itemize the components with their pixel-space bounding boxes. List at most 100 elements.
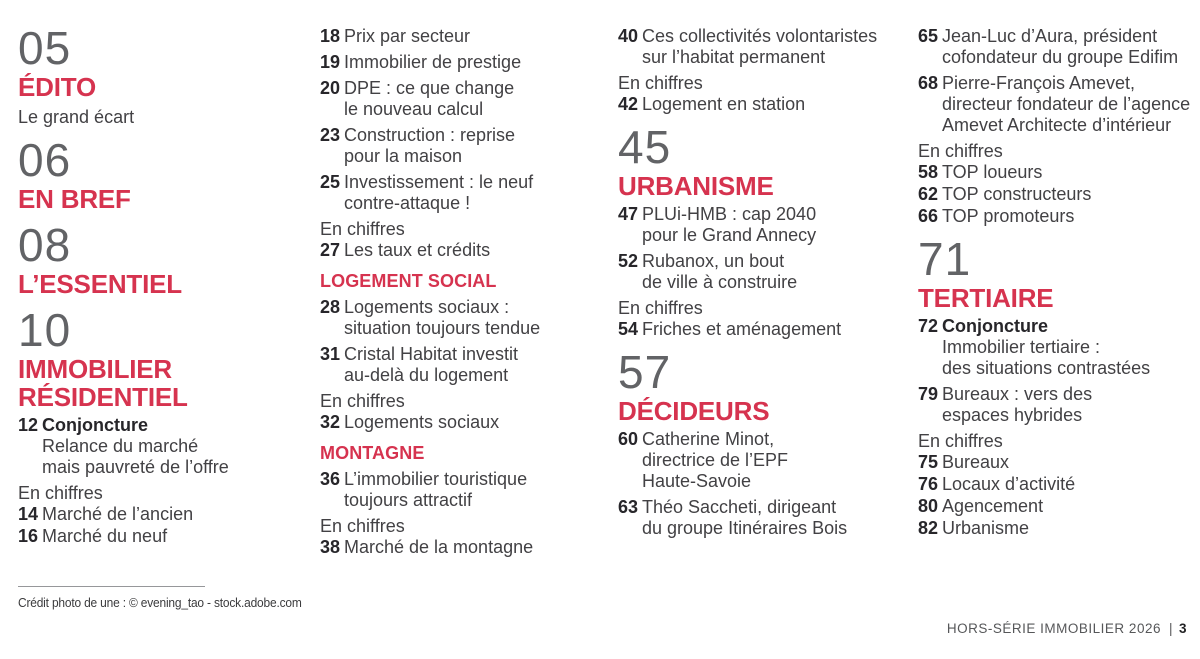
section-title: IMMOBILIER RÉSIDENTIEL [18,354,188,412]
entry-text: Bureaux [942,452,1010,472]
entry-text: Logements sociaux : [344,297,510,317]
section-tertiaire: 71 TERTIAIRE [918,236,1190,313]
entry-text: Locaux d’activité [942,474,1076,494]
entry-page-number: 52 [618,251,639,271]
entry-line-continued: Relance du marché [42,436,199,456]
toc-column-3: 40 Ces collectivités volontaristes sur l’… [618,26,918,559]
entry-page-number: 14 [18,504,39,524]
entry-text: TOP promoteurs [942,206,1075,226]
section-title: DÉCIDEURS [618,396,770,426]
entry-page-number: 62 [918,184,939,204]
entry-line: 20 DPE : ce que change [320,78,618,99]
entry-line: 54 Friches et aménagement [618,319,918,340]
entry-line: 25 Investissement : le neuf [320,172,618,193]
entry-line: 40 Ces collectivités volontaristes [618,26,918,47]
toc-entry: 20 DPE : ce que change le nouveau calcul [320,78,618,120]
entry-text: Agencement [942,496,1044,516]
entry-line-continued: toujours attractif [344,490,473,510]
toc-entry: 72 Conjoncture Immobilier tertiaire : des… [918,316,1190,379]
entry-line: 68 Pierre-François Amevet, [918,73,1190,94]
toc-entry: 36 L’immobilier touristique toujours attr… [320,469,618,511]
section-urbanisme: 45 URBANISME [618,121,918,200]
toc-entry: 60 Catherine Minot, directrice de l’EPF H… [618,429,918,492]
entry-page-number: 31 [320,344,341,364]
entry-page-number: 72 [918,316,939,336]
entry-line-continued: directeur fondateur de l’agence [942,94,1191,114]
section-title: L’ESSENTIEL [18,269,182,299]
entry-page-number: 66 [918,206,939,226]
toc-entry: 40 Ces collectivités volontaristes sur l’… [618,26,918,68]
entry-page-number: 58 [918,162,939,182]
en-chiffres-label: En chiffres [18,483,103,503]
entry-page-number: 63 [618,497,639,517]
entry-page-number: 36 [320,469,341,489]
entry-line: 14 Marché de l’ancien [18,504,320,525]
photo-credit: Crédit photo de une : © evening_tao - st… [18,586,326,610]
section-page-number: 05 [18,22,72,74]
section-page-number: 45 [618,121,672,173]
entry-text: Rubanox, un bout [642,251,785,271]
en-chiffres-label: En chiffres [918,141,1003,161]
section-immobilier-residentiel: 10 IMMOBILIER RÉSIDENTIEL [18,304,320,412]
entry-text: PLUi-HMB : cap 2040 [642,204,817,224]
entry-line-continued: espaces hybrides [942,405,1083,425]
issue-title: HORS-SÉRIE IMMOBILIER 2026 [946,621,1161,636]
en-chiffres-label: En chiffres [320,391,405,411]
entry-page-number: 75 [918,452,939,472]
toc-entry: 76 Locaux d’activité [918,474,1190,495]
toc-entry: 25 Investissement : le neuf contre-attaqu… [320,172,618,214]
entry-line-continued: de ville à construire [642,272,798,292]
entry-line-continued: contre-attaque ! [344,193,471,213]
entry-line-continued: des situations contrastées [942,358,1151,378]
entry-text: Friches et aménagement [642,319,842,339]
entry-text: Cristal Habitat investit [344,344,519,364]
toc-entry: 38 Marché de la montagne [320,537,618,558]
entry-line: 47 PLUi-HMB : cap 2040 [618,204,918,225]
toc-column-4: 65 Jean-Luc d’Aura, président cofondateur… [918,26,1190,559]
entry-page-number: 40 [618,26,639,46]
entry-line-continued: au-delà du logement [344,365,509,385]
toc-entry: 66 TOP promoteurs [918,206,1190,227]
entry-line: 31 Cristal Habitat investit [320,344,618,365]
toc-entry: 75 Bureaux [918,452,1190,473]
toc-entry: 82 Urbanisme [918,518,1190,539]
entry-page-number: 20 [320,78,341,98]
entry-text: Jean-Luc d’Aura, président [942,26,1158,46]
entry-page-number: 42 [618,94,639,114]
entry-text: Immobilier de prestige [344,52,522,72]
entry-text: Catherine Minot, [642,429,775,449]
toc-entry: 54 Friches et aménagement [618,319,918,340]
section-essentiel: 08 L’ESSENTIEL [18,222,320,299]
entry-line: 16 Marché du neuf [18,526,320,547]
entry-text: Les taux et crédits [344,240,491,260]
page-folio: HORS-SÉRIE IMMOBILIER 2026 | 3 [947,621,1187,636]
entry-page-number: 16 [18,526,39,546]
toc-entry: 14 Marché de l’ancien [18,504,320,525]
entry-page-number: 80 [918,496,939,516]
toc-entry: 80 Agencement [918,496,1190,517]
entry-page-number: 23 [320,125,341,145]
toc-entry: 12 Conjoncture Relance du marché mais pau… [18,415,320,478]
toc-entry: 65 Jean-Luc d’Aura, président cofondateur… [918,26,1190,68]
entry-text: Marché de la montagne [344,537,534,557]
entry-line: 58 TOP loueurs [918,162,1190,183]
entry-line-continued: Haute-Savoie [642,471,752,491]
entry-page-number: 38 [320,537,341,557]
entry-text: Ces collectivités volontaristes [642,26,878,46]
entry-line: 76 Locaux d’activité [918,474,1190,495]
entry-text: Marché de l’ancien [42,504,194,524]
en-chiffres-label: En chiffres [320,516,405,536]
entry-page-number: 19 [320,52,341,72]
toc-entry: 23 Construction : reprise pour la maison [320,125,618,167]
toc-entry: 42 Logement en station [618,94,918,115]
entry-page-number: 79 [918,384,939,404]
section-title: TERTIAIRE [918,283,1054,313]
entry-line: 66 TOP promoteurs [918,206,1190,227]
en-chiffres-label: En chiffres [618,73,703,93]
entry-page-number: 60 [618,429,639,449]
folio-separator: | [1168,621,1173,636]
entry-page-number: 27 [320,240,341,260]
section-page-number: 10 [18,304,72,356]
entry-line: 27 Les taux et crédits [320,240,618,261]
